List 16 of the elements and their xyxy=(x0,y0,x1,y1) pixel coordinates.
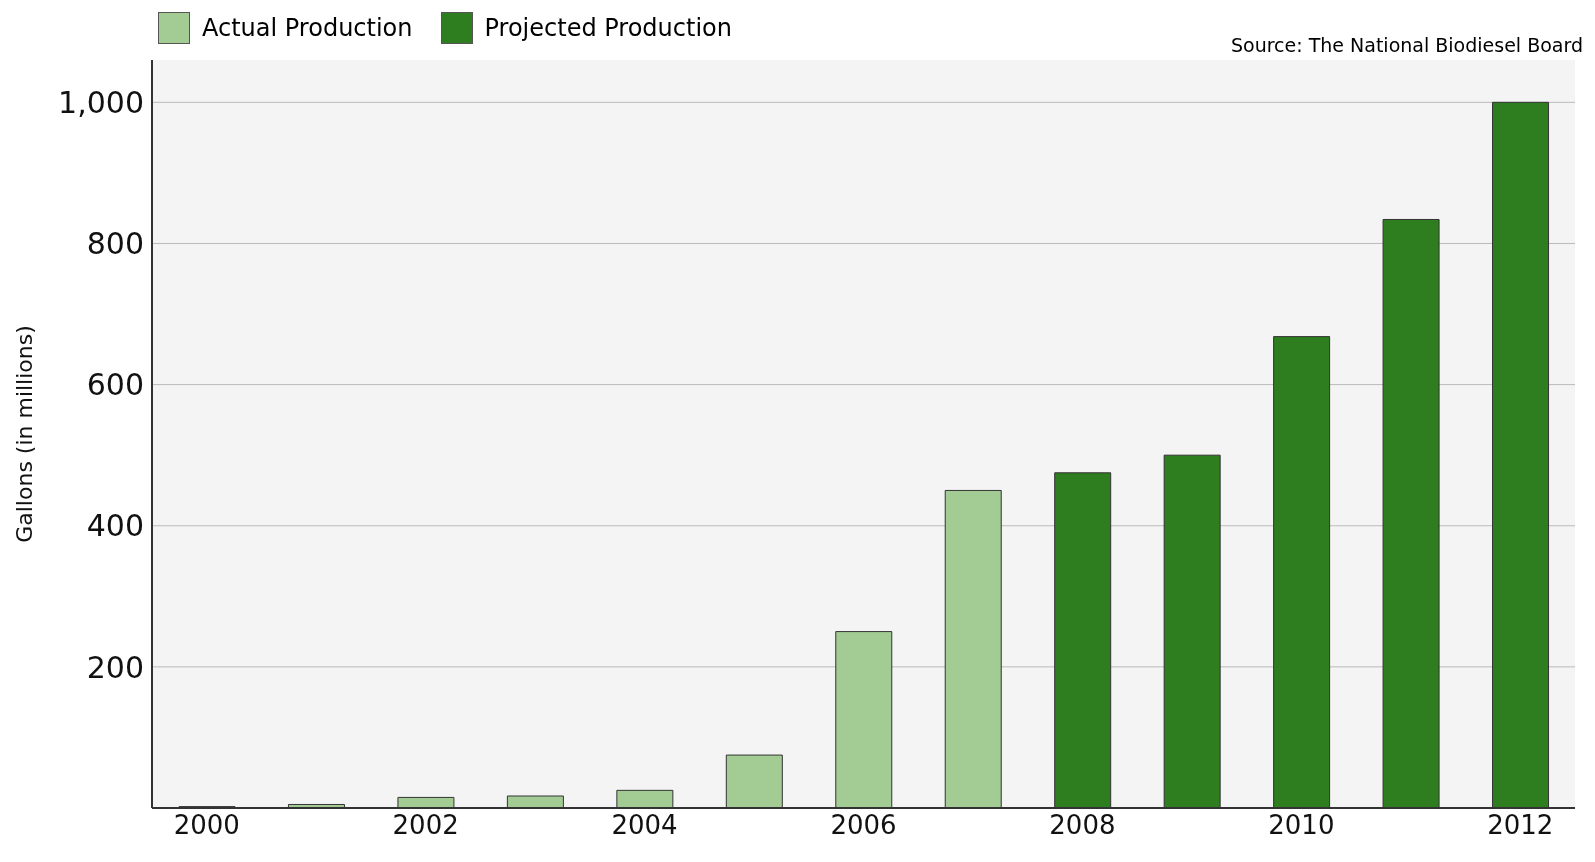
legend-label: Actual Production xyxy=(202,14,413,42)
y-tick-label: 600 xyxy=(86,367,144,403)
x-tick-label: 2006 xyxy=(830,810,897,841)
y-tick-label: 200 xyxy=(86,649,144,685)
x-tick-label: 2012 xyxy=(1487,810,1554,841)
source-note: Source: The National Biodiesel Board xyxy=(1230,34,1583,56)
x-tick-label: 2002 xyxy=(392,810,459,841)
y-tick-label: 1,000 xyxy=(58,84,144,120)
y-axis-title: Gallons (in millions) xyxy=(11,325,37,543)
legend-label: Projected Production xyxy=(484,14,732,42)
y-tick-label: 400 xyxy=(86,508,144,544)
x-tick-label: 2004 xyxy=(611,810,678,841)
x-tick-label: 2008 xyxy=(1049,810,1116,841)
y-tick-label: 800 xyxy=(86,226,144,262)
x-tick-label: 2010 xyxy=(1268,810,1335,841)
x-tick-label: 2000 xyxy=(173,810,240,841)
